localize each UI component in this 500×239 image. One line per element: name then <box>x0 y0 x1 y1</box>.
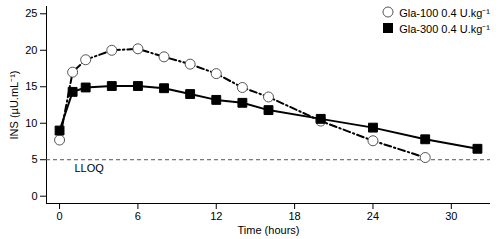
svg-text:INS (µU.mL⁻¹): INS (µU.mL⁻¹) <box>8 70 20 139</box>
svg-text:30: 30 <box>445 210 457 222</box>
html-text:Gla-300 0.4 U.kg⁻¹: Gla-300 0.4 U.kg⁻¹ <box>399 22 490 35</box>
svg-text:5: 5 <box>31 153 37 165</box>
svg-text:10: 10 <box>25 117 37 129</box>
svg-text:0: 0 <box>31 190 37 202</box>
svg-text:25: 25 <box>25 7 37 19</box>
html-text:Gla-100 0.4 U.kg⁻¹: Gla-100 0.4 U.kg⁻¹ <box>399 6 490 19</box>
svg-text:15: 15 <box>25 80 37 92</box>
svg-text:LLOQ: LLOQ <box>75 162 105 174</box>
svg-text:18: 18 <box>288 210 300 222</box>
svg-text:Time (hours): Time (hours) <box>238 224 300 236</box>
svg-text:20: 20 <box>25 44 37 56</box>
svg-text:0: 0 <box>56 210 62 222</box>
svg-text:24: 24 <box>367 210 379 222</box>
svg-text:6: 6 <box>135 210 141 222</box>
svg-text:12: 12 <box>210 210 222 222</box>
